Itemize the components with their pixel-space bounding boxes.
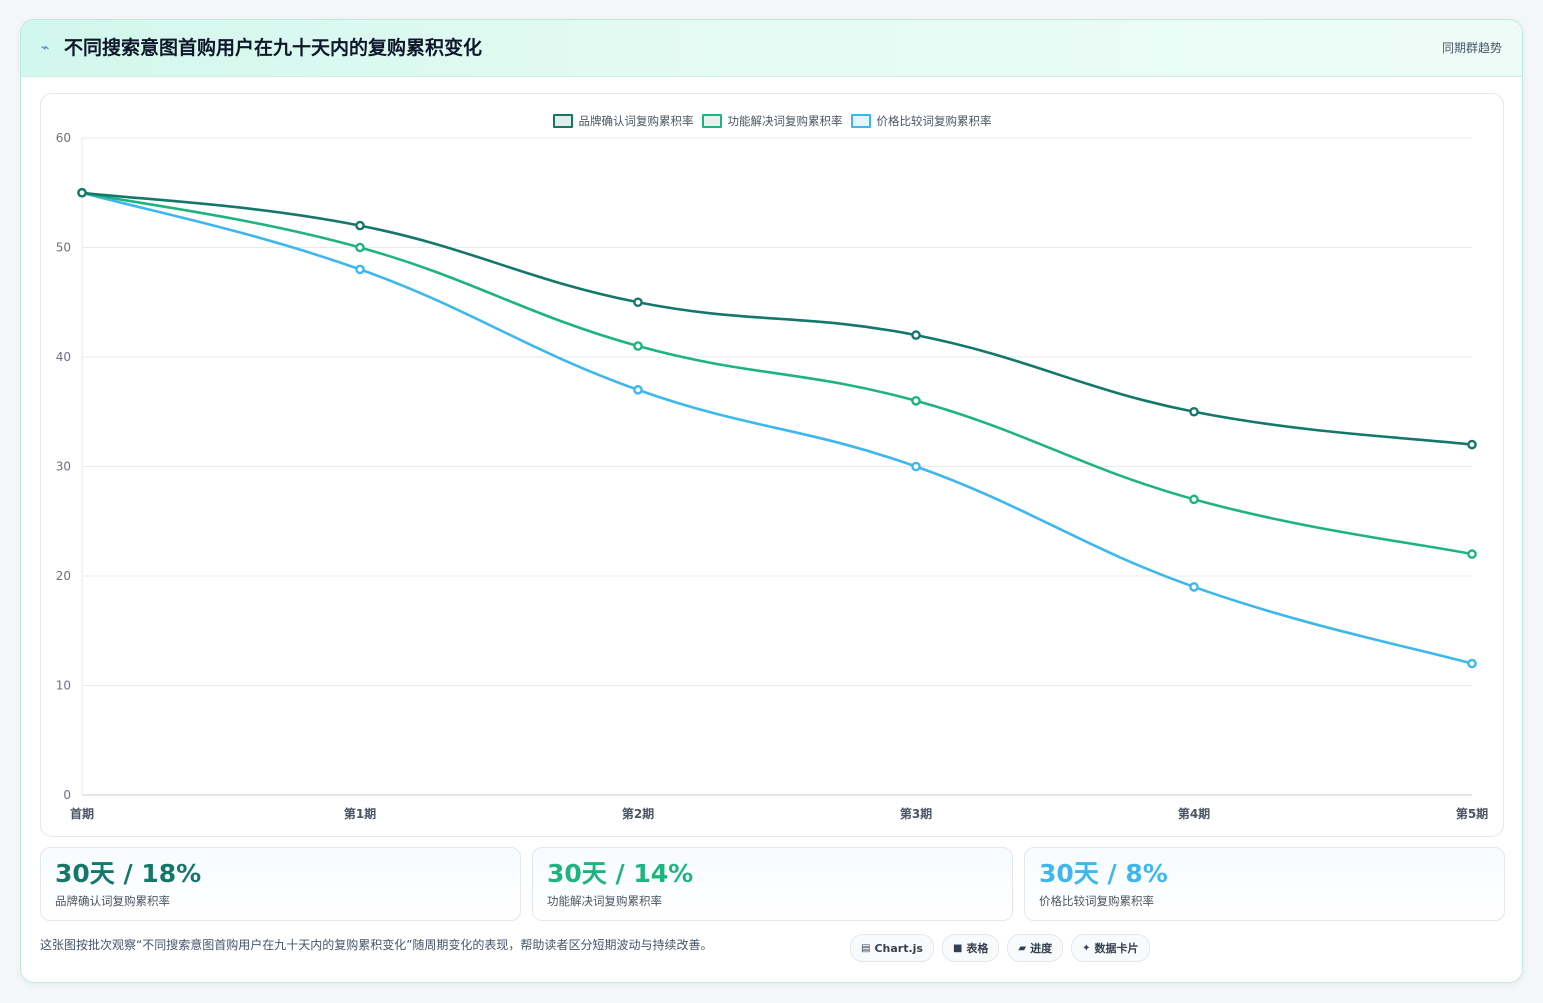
- series-3-point: [1467, 658, 1477, 669]
- x-tick-label: 第2期: [622, 806, 654, 821]
- pill-label: 数据卡片: [1094, 942, 1139, 955]
- series-2-point: [633, 341, 643, 351]
- y-tick-label: 0: [63, 788, 71, 802]
- x-tick-label: 第5期: [1456, 806, 1488, 821]
- footnote: 这张图按批次观察“不同搜索意图首购用户在九十天内的复购累积变化”随周期变化的表现…: [40, 938, 713, 952]
- stat-label: 品牌确认词复购累积率: [55, 894, 170, 908]
- card-icon: ✦: [1082, 942, 1091, 954]
- series-3-point: [911, 461, 921, 472]
- card-header: ⌁ 不同搜索意图首购用户在九十天内的复购累积变化 同期群趋势: [21, 20, 1522, 77]
- series-1-point: [355, 220, 365, 231]
- header-tag: 同期群趋势: [1441, 41, 1502, 55]
- pill-chart[interactable]: ▤ Chart.js: [850, 934, 934, 962]
- legend-label: 功能解决词复购累积率: [727, 114, 843, 128]
- feature-pills: ▤ Chart.js ■ 表格 ▰ 进度 ✦ 数据卡片: [850, 934, 1150, 962]
- line-chart: 0 10 20 30 40 50 60 首期 第1期 第2期 第3期 第4期 第5期: [56, 131, 1488, 821]
- stat-cards: 30天 / 18% 品牌确认词复购累积率 30天 / 14% 功能解决词复购累积率 30…: [40, 847, 1505, 921]
- legend-label: 品牌确认词复购累积率: [578, 114, 694, 128]
- y-tick-label: 40: [56, 350, 71, 364]
- series-line-1: [80, 191, 1474, 446]
- series-line-3: [80, 191, 1474, 665]
- series-3-point: [355, 264, 365, 275]
- x-tick-label: 第4期: [1178, 806, 1210, 821]
- chart-legend: 品牌确认词复购累积率 功能解决词复购累积率 价格比较词复购累积率: [41, 112, 1503, 130]
- chart-card: ⌁ 不同搜索意图首购用户在九十天内的复购累积变化 同期群趋势 品牌确认词复购累积…: [20, 19, 1523, 983]
- x-tick-label: 第3期: [900, 806, 932, 821]
- pill-label: 进度: [1030, 942, 1053, 955]
- pill-table[interactable]: ■ 表格: [941, 934, 1000, 962]
- stat-card-1: 30天 / 18% 品牌确认词复购累积率: [40, 847, 521, 921]
- pill-label: Chart.js: [874, 941, 923, 955]
- stat-card-3: 30天 / 8% 价格比较词复购累积率: [1024, 847, 1505, 921]
- series-1-point: [1467, 439, 1477, 450]
- x-tick-label: 首期: [70, 806, 94, 821]
- series-3-point: [633, 385, 643, 395]
- pill-card[interactable]: ✦ 数据卡片: [1071, 934, 1150, 962]
- legend-swatch: [701, 114, 722, 128]
- x-tick-label: 第1期: [344, 806, 376, 821]
- series-1-point: [1189, 406, 1199, 417]
- legend-label: 价格比较词复购累积率: [876, 114, 992, 128]
- stat-value: 30天 / 8%: [1039, 859, 1168, 888]
- y-tick-label: 20: [56, 569, 71, 583]
- series-2-point: [911, 395, 921, 406]
- legend-item-3[interactable]: 价格比较词复购累积率: [850, 113, 992, 129]
- stat-label: 价格比较词复购累积率: [1039, 894, 1154, 908]
- y-tick-label: 60: [56, 131, 71, 145]
- y-tick-label: 30: [56, 460, 71, 474]
- pill-progress[interactable]: ▰ 进度: [1007, 934, 1064, 962]
- page-title: 不同搜索意图首购用户在九十天内的复购累积变化: [64, 37, 483, 59]
- progress-icon: ▰: [1018, 942, 1027, 954]
- series-1-point: [911, 330, 921, 340]
- bolt-icon: ⌁: [41, 40, 50, 56]
- legend-item-1[interactable]: 品牌确认词复购累积率: [552, 113, 694, 129]
- series-2-point: [1467, 549, 1477, 559]
- pill-label: 表格: [966, 942, 989, 955]
- y-tick-label: 50: [56, 241, 71, 255]
- stat-value: 30天 / 14%: [547, 859, 694, 888]
- series-2-point: [1189, 494, 1199, 505]
- series-3-point: [1189, 582, 1199, 592]
- legend-swatch: [850, 114, 871, 128]
- series-line-2: [80, 191, 1474, 556]
- series-1-point: [633, 297, 643, 308]
- series-2-point: [355, 242, 365, 253]
- legend-item-2[interactable]: 功能解决词复购累积率: [701, 113, 843, 129]
- series-1-point: [77, 187, 87, 198]
- stat-card-2: 30天 / 14% 功能解决词复购累积率: [532, 847, 1013, 921]
- y-tick-label: 10: [56, 679, 71, 693]
- table-icon: ■: [952, 942, 963, 954]
- chart-icon: ▤: [861, 942, 871, 954]
- chart-panel: 品牌确认词复购累积率 功能解决词复购累积率 价格比较词复购累积率 0 10 20 30 40…: [40, 93, 1504, 837]
- stat-value: 30天 / 18%: [55, 859, 202, 888]
- legend-swatch: [552, 114, 573, 128]
- stat-label: 功能解决词复购累积率: [547, 894, 662, 908]
